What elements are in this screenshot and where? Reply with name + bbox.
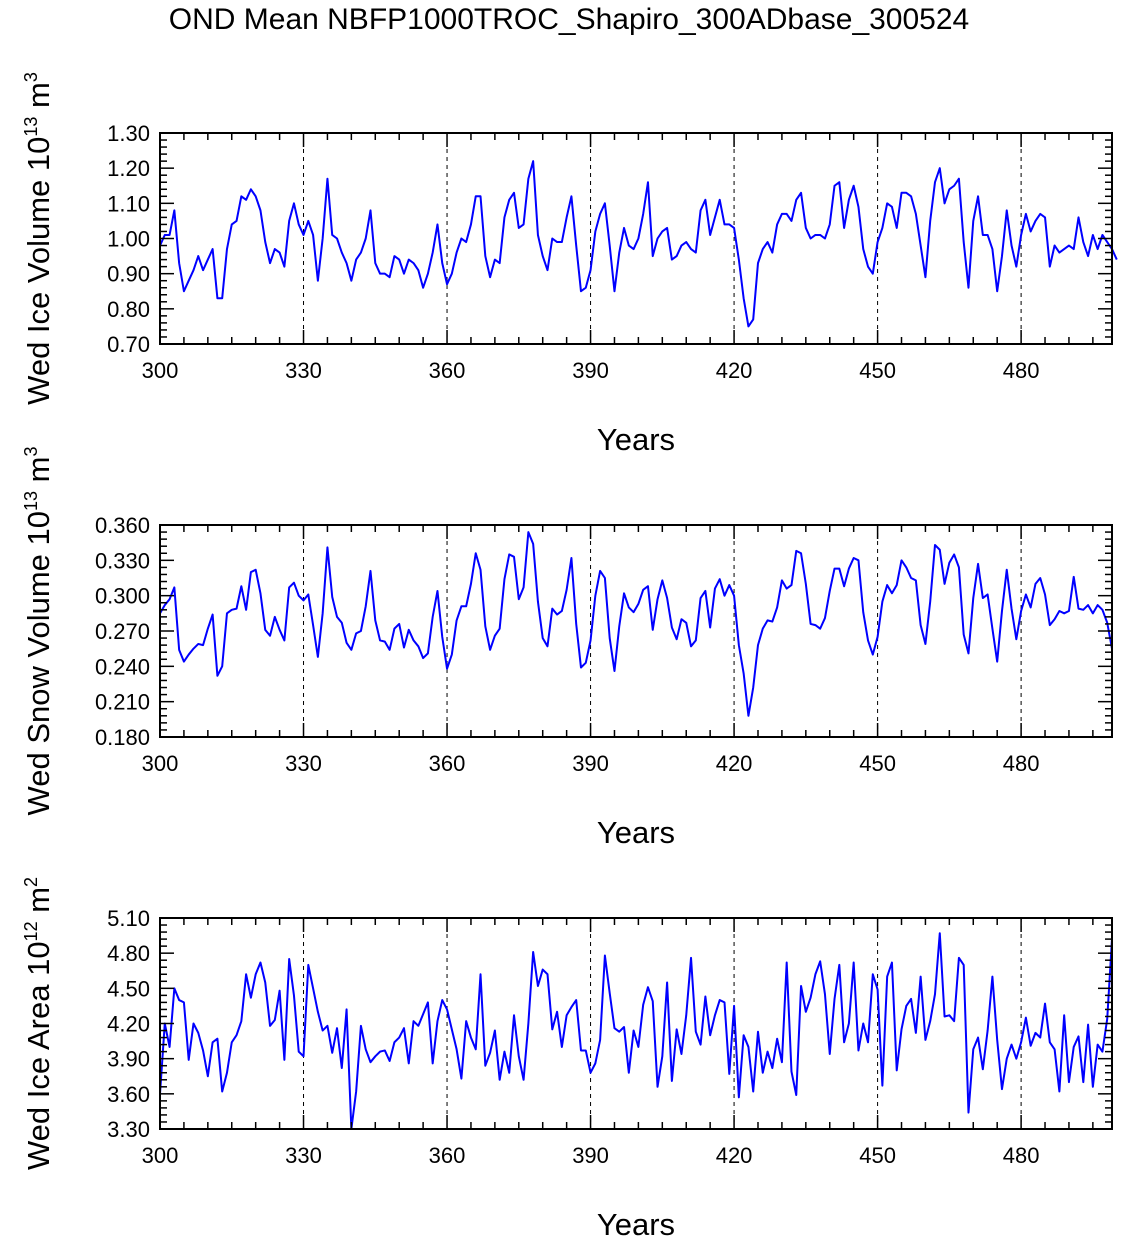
chart3-x-axis-label: Years [597,1207,675,1241]
chart3-y-tick-label: 3.30 [107,1117,150,1142]
chart3-y-tick-label: 4.50 [107,976,150,1001]
chart2-y-tick-label: 0.240 [95,654,150,679]
chart2-y-tick-label: 0.330 [95,548,150,573]
chart1-y-tick-label: 0.70 [107,332,150,357]
chart2-x-tick-label: 300 [142,751,179,776]
chart3-x-tick-label: 450 [859,1143,896,1168]
chart1-x-tick-label: 420 [716,358,753,383]
chart1-x-tick-label: 330 [285,358,322,383]
chart3-x-tick-label: 330 [285,1143,322,1168]
chart3-panel: 3.30 3.60 3.90 4.20 4.50 4.80 5.10 300 330 360 390… [21,877,1113,1241]
chart1-y-tick-label: 1.30 [107,121,150,146]
chart2-y-tick-label: 0.300 [95,584,150,609]
chart3-x-tick-label: 420 [716,1143,753,1168]
chart1-y-tick-label: 1.20 [107,156,150,181]
chart2-x-axis-label: Years [597,815,675,850]
chart2-x-tick-label: 330 [285,751,322,776]
chart1-y-tick-label: 1.10 [107,191,150,216]
chart2-panel: 0.180 0.210 0.240 0.270 0.300 0.330 0.360 300 33… [21,447,1113,850]
chart2-y-tick-label: 0.210 [95,690,150,715]
chart3-y-tick-label: 5.10 [107,906,150,931]
chart2-y-tick-label: 0.360 [95,513,150,538]
chart1-x-tick-label: 480 [1003,358,1040,383]
chart1-y-tick-label: 1.00 [107,227,150,252]
chart3-y-tick-label: 4.20 [107,1012,150,1037]
chart1-plot-frame [159,132,1113,345]
chart2-x-tick-label: 480 [1003,751,1040,776]
chart2-x-tick-label: 450 [859,751,896,776]
chart1-y-tick-label: 0.80 [107,297,150,322]
chart1-x-tick-label: 450 [859,358,896,383]
chart1-series-line [159,160,1118,328]
chart1-y-tick-label: 0.90 [107,262,150,287]
chart1-y-axis-label: Wed Ice Volume 1013 m3 [21,72,56,405]
chart3-x-tick-label: 360 [429,1143,466,1168]
chart2-x-tick-label: 390 [572,751,609,776]
chart3-y-tick-label: 3.60 [107,1082,150,1107]
chart1-x-tick-label: 300 [142,358,179,383]
chart1-panel: 0.70 0.80 0.90 1.00 1.10 1.20 1.30 300 330 360 390… [21,72,1118,457]
chart2-series-line [159,531,1113,717]
chart2-x-tick-label: 420 [716,751,753,776]
chart2-y-tick-label: 0.270 [95,619,150,644]
chart2-x-tick-label: 360 [429,751,466,776]
chart3-series-line [159,932,1113,1130]
chart3-x-tick-label: 300 [142,1143,179,1168]
chart3-x-tick-label: 390 [572,1143,609,1168]
chart3-y-axis-label: Wed Ice Area 1012 m2 [21,877,56,1170]
chart2-plot-frame [159,524,1113,738]
chart3-y-tick-label: 3.90 [107,1047,150,1072]
chart3-y-tick-label: 4.80 [107,941,150,966]
chart1-x-axis-label: Years [597,422,675,457]
chart3-x-tick-label: 480 [1003,1143,1040,1168]
chart2-y-axis-label: Wed Snow Volume 1013 m3 [21,447,56,816]
chart1-x-tick-label: 360 [429,358,466,383]
chart1-x-tick-label: 390 [572,358,609,383]
chart2-y-tick-label: 0.180 [95,725,150,750]
chart-title: OND Mean NBFP1000TROC_Shapiro_300ADbase_… [168,3,970,36]
